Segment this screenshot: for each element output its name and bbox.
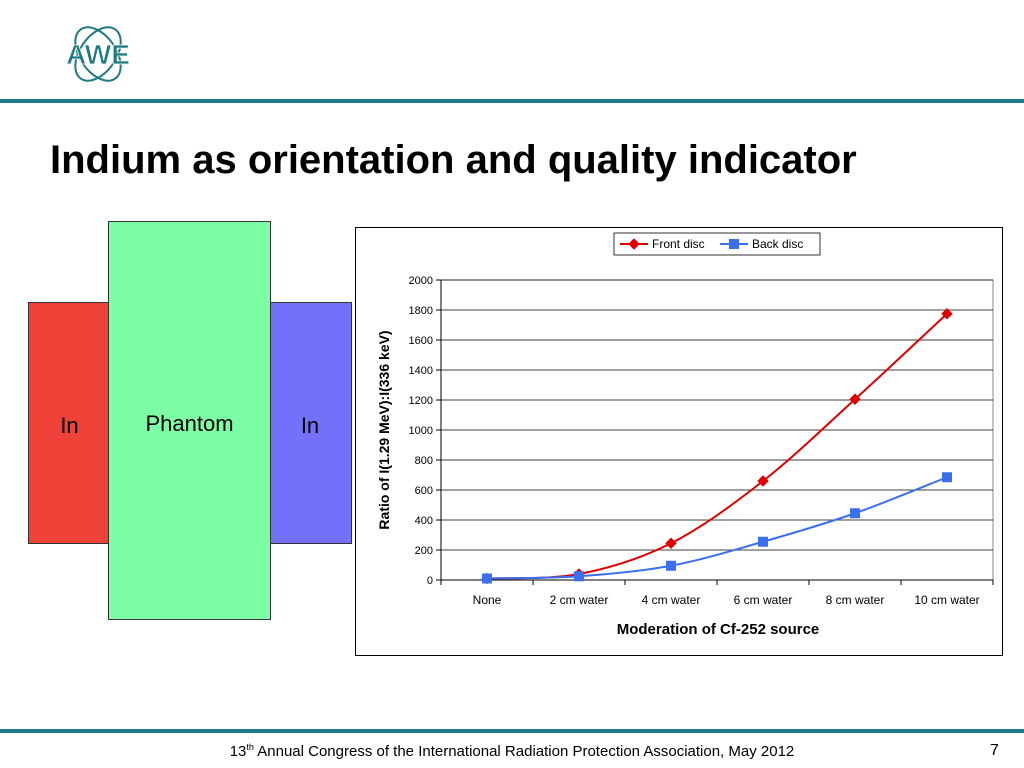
y-tick-label: 1200 (409, 395, 433, 407)
y-tick-label: 2000 (409, 275, 433, 287)
y-axis-label: Ratio of I(1.29 MeV):I(336 keV) (376, 330, 392, 529)
atom-orbit-logo (74, 26, 122, 82)
y-tick-label: 400 (415, 515, 433, 527)
y-tick-label: 1600 (409, 335, 433, 347)
x-tick-label: 10 cm water (914, 593, 979, 607)
back-disc-legend-marker (729, 239, 739, 249)
indium-left-block: In (28, 302, 111, 544)
footer-text: 13th Annual Congress of the Internationa… (0, 742, 1024, 760)
y-tick-label: 600 (415, 485, 433, 497)
header-rule (0, 99, 1024, 103)
x-tick-label: 8 cm water (826, 593, 885, 607)
y-tick-label: 0 (427, 575, 433, 587)
logo-text: AWE (66, 39, 130, 70)
back-disc-point (758, 536, 768, 547)
chart-frame: 0 200 400 600 800 1000 1200 1400 1600 1800 2000 Non… (355, 227, 1003, 656)
y-tick-label: 200 (415, 545, 433, 557)
front-disc-legend-marker (628, 238, 640, 250)
back-disc-point (666, 560, 676, 571)
y-tick-label: 800 (415, 455, 433, 467)
legend-box (613, 232, 821, 256)
slide-title: Indium as orientation and quality indica… (50, 138, 857, 182)
back-disc-point (574, 571, 584, 582)
footer-ordinal-suffix: th (246, 742, 254, 752)
indium-left-label: In (60, 413, 79, 438)
x-tick-label: 6 cm water (734, 593, 793, 607)
phantom-label: Phantom (145, 411, 234, 436)
x-axis-label: Moderation of Cf-252 source (617, 621, 820, 638)
page-number: 7 (990, 742, 999, 759)
back-disc-line (486, 476, 948, 580)
x-tick-label: 2 cm water (550, 593, 609, 607)
x-tick-label: 4 cm water (642, 593, 701, 607)
front-disc-legend-label: Front disc (652, 237, 705, 251)
front-disc-point (849, 393, 861, 405)
y-tick-label: 1800 (409, 305, 433, 317)
footer-ordinal: 13 (229, 743, 247, 760)
indium-right-block: In (268, 302, 352, 544)
x-tick-label: None (473, 593, 502, 607)
back-disc-point (482, 573, 492, 584)
footer-congress: Annual Congress of the International Rad… (253, 743, 795, 760)
back-disc-point (942, 472, 952, 483)
back-disc-point (850, 508, 860, 519)
y-tick-label: 1400 (409, 365, 433, 377)
front-disc-line (486, 313, 948, 580)
awe-logo: AWE (48, 20, 148, 90)
line-chart: 0 200 400 600 800 1000 1200 1400 1600 1800 2000 Non… (376, 232, 994, 638)
footer-rule (0, 729, 1024, 733)
y-tick-label: 1000 (409, 425, 433, 437)
indium-right-label: In (300, 413, 320, 438)
front-disc-point (757, 475, 769, 487)
front-disc-point (665, 537, 677, 549)
phantom-block: Phantom (108, 221, 271, 620)
front-disc-point (941, 308, 953, 320)
back-disc-legend-label: Back disc (752, 237, 803, 251)
